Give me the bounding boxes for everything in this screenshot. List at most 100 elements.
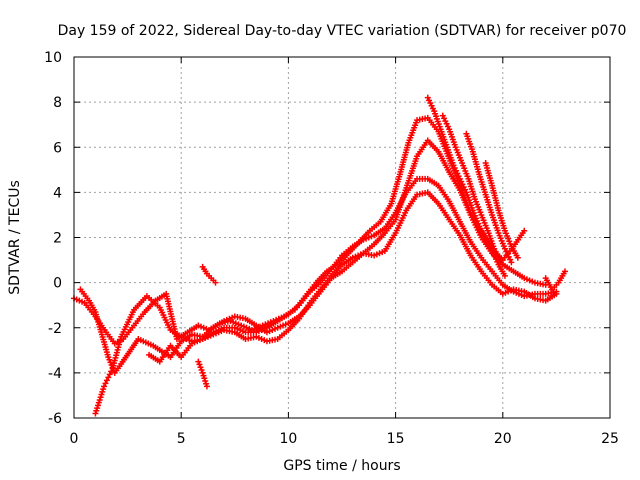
data-point-trail	[223, 314, 236, 323]
data-point-trail	[169, 328, 183, 339]
data-point-trail	[234, 314, 246, 322]
data-point-trail	[453, 146, 464, 164]
data-point-trail	[330, 254, 344, 270]
data-point-trail	[502, 287, 514, 296]
data-point-trail	[473, 198, 484, 216]
data-point-trail	[509, 245, 520, 259]
data-point-trail	[169, 344, 183, 359]
x-tick-label: 10	[279, 431, 297, 447]
y-tick-label: 2	[53, 231, 62, 247]
series-sat-8	[482, 160, 521, 261]
data-point-trail	[426, 177, 440, 188]
data-point-trail	[308, 288, 322, 304]
data-point	[101, 383, 108, 390]
data-point-trail	[255, 334, 268, 344]
data-point	[195, 358, 202, 365]
data-point-trail	[397, 142, 411, 175]
data-point-trail	[543, 277, 554, 291]
data-point-trail	[191, 337, 203, 346]
chart-title: Day 159 of 2022, Sidereal Day-to-day VTE…	[58, 23, 627, 39]
data-point-trail	[212, 319, 225, 330]
data-point-trail	[266, 319, 279, 330]
data-point-trail	[373, 249, 386, 258]
data-point-trail	[466, 178, 478, 200]
data-point-trail	[132, 311, 146, 327]
data-point-trail	[513, 286, 525, 295]
data-point-trail	[496, 232, 507, 250]
data-point	[514, 254, 521, 261]
data-point-trail	[556, 270, 567, 284]
data-point-trail	[169, 340, 183, 358]
data-point-trail	[496, 263, 507, 277]
data-point-trail	[251, 323, 263, 332]
data-point-trail	[437, 184, 451, 203]
data-point-trail	[477, 173, 488, 196]
data-point-trail	[447, 171, 462, 191]
data-point-trail	[441, 115, 451, 130]
data-point-trail	[405, 178, 419, 194]
data-point-trail	[373, 226, 386, 237]
data-point-trail	[444, 146, 456, 166]
data-point-trail	[464, 133, 475, 153]
data-point-trail	[470, 210, 482, 227]
data-point-trail	[393, 209, 409, 234]
data-point-trail	[492, 248, 503, 263]
data-point-trail	[480, 257, 494, 273]
data-point-trail	[483, 194, 495, 216]
series-sat-7	[463, 130, 515, 266]
y-tick-label: 4	[53, 185, 62, 201]
data-point-trail	[426, 139, 440, 153]
data-point-trail	[383, 211, 398, 230]
data-point-trail	[119, 309, 136, 338]
data-point	[497, 259, 504, 266]
data-point-trail	[490, 250, 501, 265]
data-point	[521, 227, 528, 234]
data-point-trail	[223, 327, 236, 335]
data-point-trail	[79, 288, 91, 302]
data-point-trail	[480, 270, 494, 286]
data-point	[561, 268, 568, 275]
x-tick-label: 0	[70, 431, 79, 447]
data-point-trail	[200, 372, 210, 387]
data-point-trail	[266, 336, 278, 344]
data-point-trail	[233, 330, 247, 341]
data-point-trail	[491, 283, 504, 296]
data-point-trail	[551, 281, 560, 291]
data-point-trail	[512, 269, 526, 280]
data-point-trail	[447, 200, 462, 223]
data-point-trail	[477, 225, 488, 241]
data-point-trail	[132, 295, 149, 311]
data-point-trail	[490, 270, 505, 286]
data-point-trail	[416, 189, 429, 198]
series-sat-9	[199, 263, 219, 286]
data-point-trail	[180, 334, 193, 344]
data-point-trail	[458, 178, 469, 193]
y-tick-label: 10	[44, 50, 62, 66]
data-point-trail	[319, 268, 333, 284]
y-tick-label: 6	[53, 140, 62, 156]
data-point-trail	[308, 281, 322, 293]
data-point-trail	[179, 342, 194, 358]
data-point-trail	[404, 155, 420, 189]
data-point-trail	[186, 323, 200, 334]
data-point-trail	[416, 175, 429, 182]
x-tick-label: 5	[177, 431, 186, 447]
data-point-trail	[73, 296, 86, 305]
data-point-trail	[426, 117, 440, 133]
x-axis-label: GPS time / hours	[283, 458, 400, 474]
series-sat-10	[195, 358, 210, 390]
ticks: 0 5 10 15 20 25 -6 -4 -2 0 2 4 6 8 10	[44, 50, 619, 447]
data-point-trail	[503, 248, 514, 263]
data-point-trail	[122, 324, 136, 340]
x-tick-label: 15	[387, 431, 405, 447]
data-point-trail	[351, 238, 365, 249]
data-point-trail	[458, 234, 473, 257]
data-point-trail	[460, 162, 471, 180]
data-point-trail	[276, 312, 290, 323]
data-point-trail	[113, 363, 123, 374]
data-point-trail	[534, 280, 546, 288]
data-point-trail	[202, 332, 214, 341]
data-point-trail	[87, 299, 98, 313]
data-point-trail	[106, 368, 115, 378]
data-point-trail	[297, 302, 312, 320]
